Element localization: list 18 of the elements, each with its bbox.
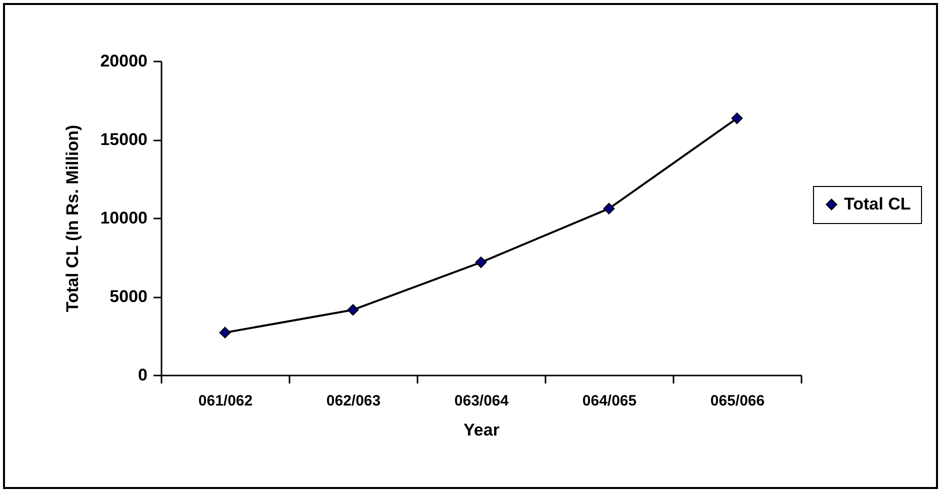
point bbox=[475, 256, 487, 268]
x-tick-label: 065/066 bbox=[710, 392, 765, 410]
point bbox=[603, 202, 615, 214]
x-tick-label: 064/065 bbox=[582, 392, 637, 410]
legend-label: Total CL bbox=[844, 194, 911, 214]
point bbox=[731, 112, 743, 124]
y-tick-label: 20000 bbox=[100, 52, 148, 70]
y-tick-label: 15000 bbox=[100, 130, 148, 149]
x-tick-label: 061/062 bbox=[198, 392, 253, 410]
y-tick-label: 10000 bbox=[100, 208, 148, 228]
point bbox=[347, 304, 359, 316]
point bbox=[219, 326, 231, 338]
y-axis-title: Total CL (In Rs. Million) bbox=[63, 124, 82, 312]
y-tick-label: 5000 bbox=[110, 287, 148, 306]
x-axis-title: Year bbox=[464, 420, 500, 440]
x-tick-label: 063/064 bbox=[454, 392, 510, 410]
x-tick-label: 062/063 bbox=[326, 392, 381, 410]
y-tick-label: 0 bbox=[138, 366, 148, 384]
